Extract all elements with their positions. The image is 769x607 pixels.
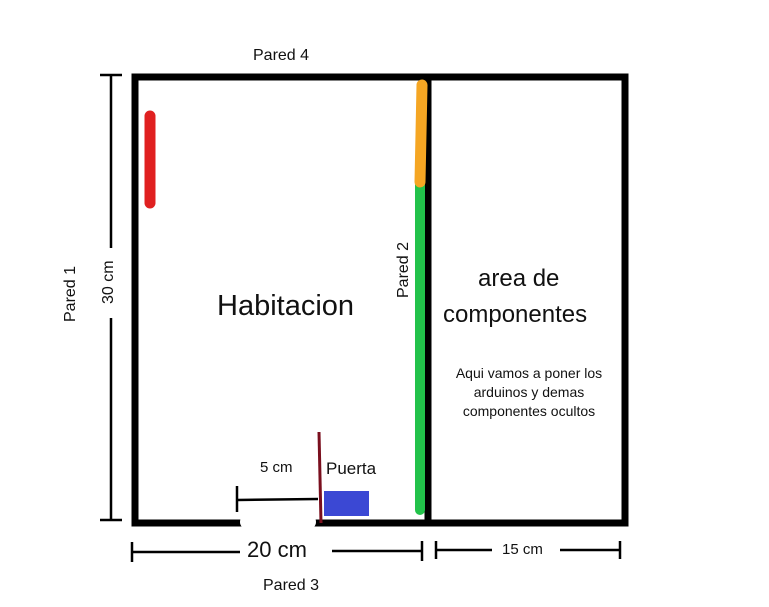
pared-2-label: Pared 2 xyxy=(395,241,412,298)
width-area-dimension-label: 15 cm xyxy=(502,541,543,558)
door-offset-label: 5 cm xyxy=(260,459,293,476)
area-label-line2: componentes xyxy=(443,301,588,328)
door-label: Puerta xyxy=(326,459,377,478)
pared-3-label: Pared 3 xyxy=(263,577,320,594)
orange-marker xyxy=(414,79,428,188)
outer-wall xyxy=(131,73,629,527)
door-line xyxy=(317,431,323,524)
height-dimension-label: 30 cm xyxy=(100,260,117,304)
habitacion-label: Habitacion xyxy=(217,290,355,322)
width-room-dimension-label: 20 cm xyxy=(247,537,307,562)
pared-4-label: Pared 4 xyxy=(253,47,310,64)
area-note: Aqui vamos a poner los arduinos y demas … xyxy=(455,365,603,419)
door-opening xyxy=(240,515,316,529)
pared-1-label: Pared 1 xyxy=(62,265,79,322)
area-label-line1: area de xyxy=(478,265,560,292)
blue-block xyxy=(324,491,369,516)
door-offset-dimension-line xyxy=(236,497,319,502)
